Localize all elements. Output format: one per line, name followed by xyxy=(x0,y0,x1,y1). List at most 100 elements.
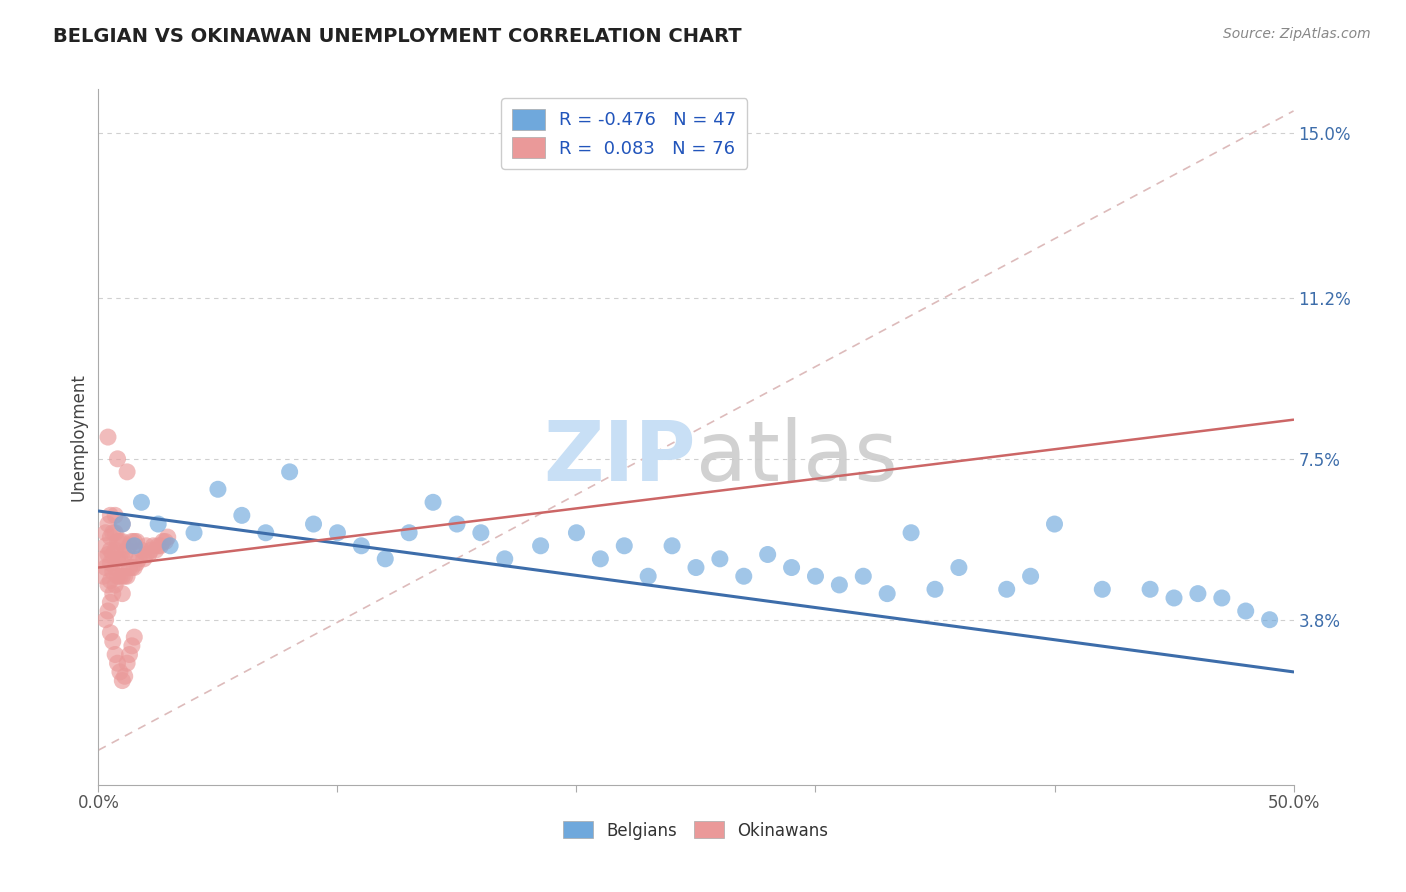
Okinawans xyxy=(101,548,124,562)
Okinawans xyxy=(107,451,129,466)
Belgians xyxy=(254,525,277,540)
Belgians xyxy=(207,482,229,496)
Okinawans xyxy=(111,534,134,549)
Okinawans xyxy=(118,560,141,574)
Okinawans xyxy=(97,578,120,592)
Okinawans xyxy=(155,534,177,549)
Okinawans xyxy=(98,595,122,609)
Belgians xyxy=(948,560,970,574)
Okinawans xyxy=(115,465,138,479)
Okinawans xyxy=(107,551,129,566)
Okinawans xyxy=(118,648,141,662)
Okinawans xyxy=(101,587,124,601)
Belgians xyxy=(1019,569,1042,583)
Belgians xyxy=(422,495,444,509)
Belgians xyxy=(637,569,659,583)
Okinawans xyxy=(118,539,141,553)
Okinawans xyxy=(156,530,179,544)
Okinawans xyxy=(94,613,117,627)
Okinawans xyxy=(108,569,131,583)
Okinawans xyxy=(131,543,153,558)
Belgians xyxy=(183,525,205,540)
Okinawans xyxy=(114,548,136,562)
Belgians xyxy=(1163,591,1185,605)
Okinawans xyxy=(115,569,138,583)
Okinawans xyxy=(104,648,127,662)
Okinawans xyxy=(121,639,143,653)
Okinawans xyxy=(98,556,122,570)
Okinawans xyxy=(124,630,146,644)
Text: atlas: atlas xyxy=(696,417,897,499)
Belgians xyxy=(828,578,851,592)
Belgians xyxy=(148,516,170,531)
Belgians xyxy=(804,569,827,583)
Belgians xyxy=(398,525,420,540)
Okinawans xyxy=(108,551,131,566)
Belgians xyxy=(876,587,898,601)
Okinawans xyxy=(101,634,124,648)
Belgians xyxy=(302,516,325,531)
Okinawans xyxy=(94,539,117,553)
Okinawans xyxy=(124,534,146,549)
Belgians xyxy=(470,525,492,540)
Belgians xyxy=(589,551,612,566)
Okinawans xyxy=(98,574,122,588)
Belgians xyxy=(852,569,875,583)
Belgians xyxy=(1091,582,1114,597)
Okinawans xyxy=(111,673,134,688)
Belgians xyxy=(111,516,134,531)
Okinawans xyxy=(104,525,127,540)
Okinawans xyxy=(111,587,134,601)
Belgians xyxy=(995,582,1018,597)
Belgians xyxy=(326,525,349,540)
Belgians xyxy=(1043,516,1066,531)
Okinawans xyxy=(104,578,127,592)
Okinawans xyxy=(107,657,129,671)
Okinawans xyxy=(107,534,129,549)
Okinawans xyxy=(97,516,120,531)
Okinawans xyxy=(111,516,134,531)
Belgians xyxy=(685,560,707,574)
Belgians xyxy=(374,551,396,566)
Belgians xyxy=(231,508,253,523)
Okinawans xyxy=(125,556,148,570)
Belgians xyxy=(446,516,468,531)
Okinawans xyxy=(149,539,172,553)
Belgians xyxy=(709,551,731,566)
Belgians xyxy=(124,539,146,553)
Okinawans xyxy=(97,604,120,618)
Okinawans xyxy=(121,534,143,549)
Okinawans xyxy=(139,543,162,558)
Okinawans xyxy=(98,543,122,558)
Okinawans xyxy=(135,548,157,562)
Belgians xyxy=(733,569,755,583)
Okinawans xyxy=(98,508,122,523)
Okinawans xyxy=(114,669,136,683)
Okinawans xyxy=(132,551,155,566)
Okinawans xyxy=(114,569,136,583)
Okinawans xyxy=(108,534,131,549)
Okinawans xyxy=(98,625,122,640)
Text: Source: ZipAtlas.com: Source: ZipAtlas.com xyxy=(1223,27,1371,41)
Okinawans xyxy=(138,548,160,562)
Okinawans xyxy=(101,525,124,540)
Okinawans xyxy=(97,548,120,562)
Belgians xyxy=(350,539,373,553)
Belgians xyxy=(131,495,153,509)
Okinawans xyxy=(91,551,114,566)
Text: ZIP: ZIP xyxy=(544,417,696,499)
Okinawans xyxy=(104,543,127,558)
Okinawans xyxy=(111,569,134,583)
Okinawans xyxy=(104,560,127,574)
Okinawans xyxy=(91,569,114,583)
Belgians xyxy=(1139,582,1161,597)
Belgians xyxy=(1258,613,1281,627)
Okinawans xyxy=(115,657,138,671)
Okinawans xyxy=(94,560,117,574)
Belgians xyxy=(661,539,683,553)
Okinawans xyxy=(128,551,150,566)
Y-axis label: Unemployment: Unemployment xyxy=(69,373,87,501)
Belgians xyxy=(159,539,181,553)
Okinawans xyxy=(145,543,167,558)
Belgians xyxy=(924,582,946,597)
